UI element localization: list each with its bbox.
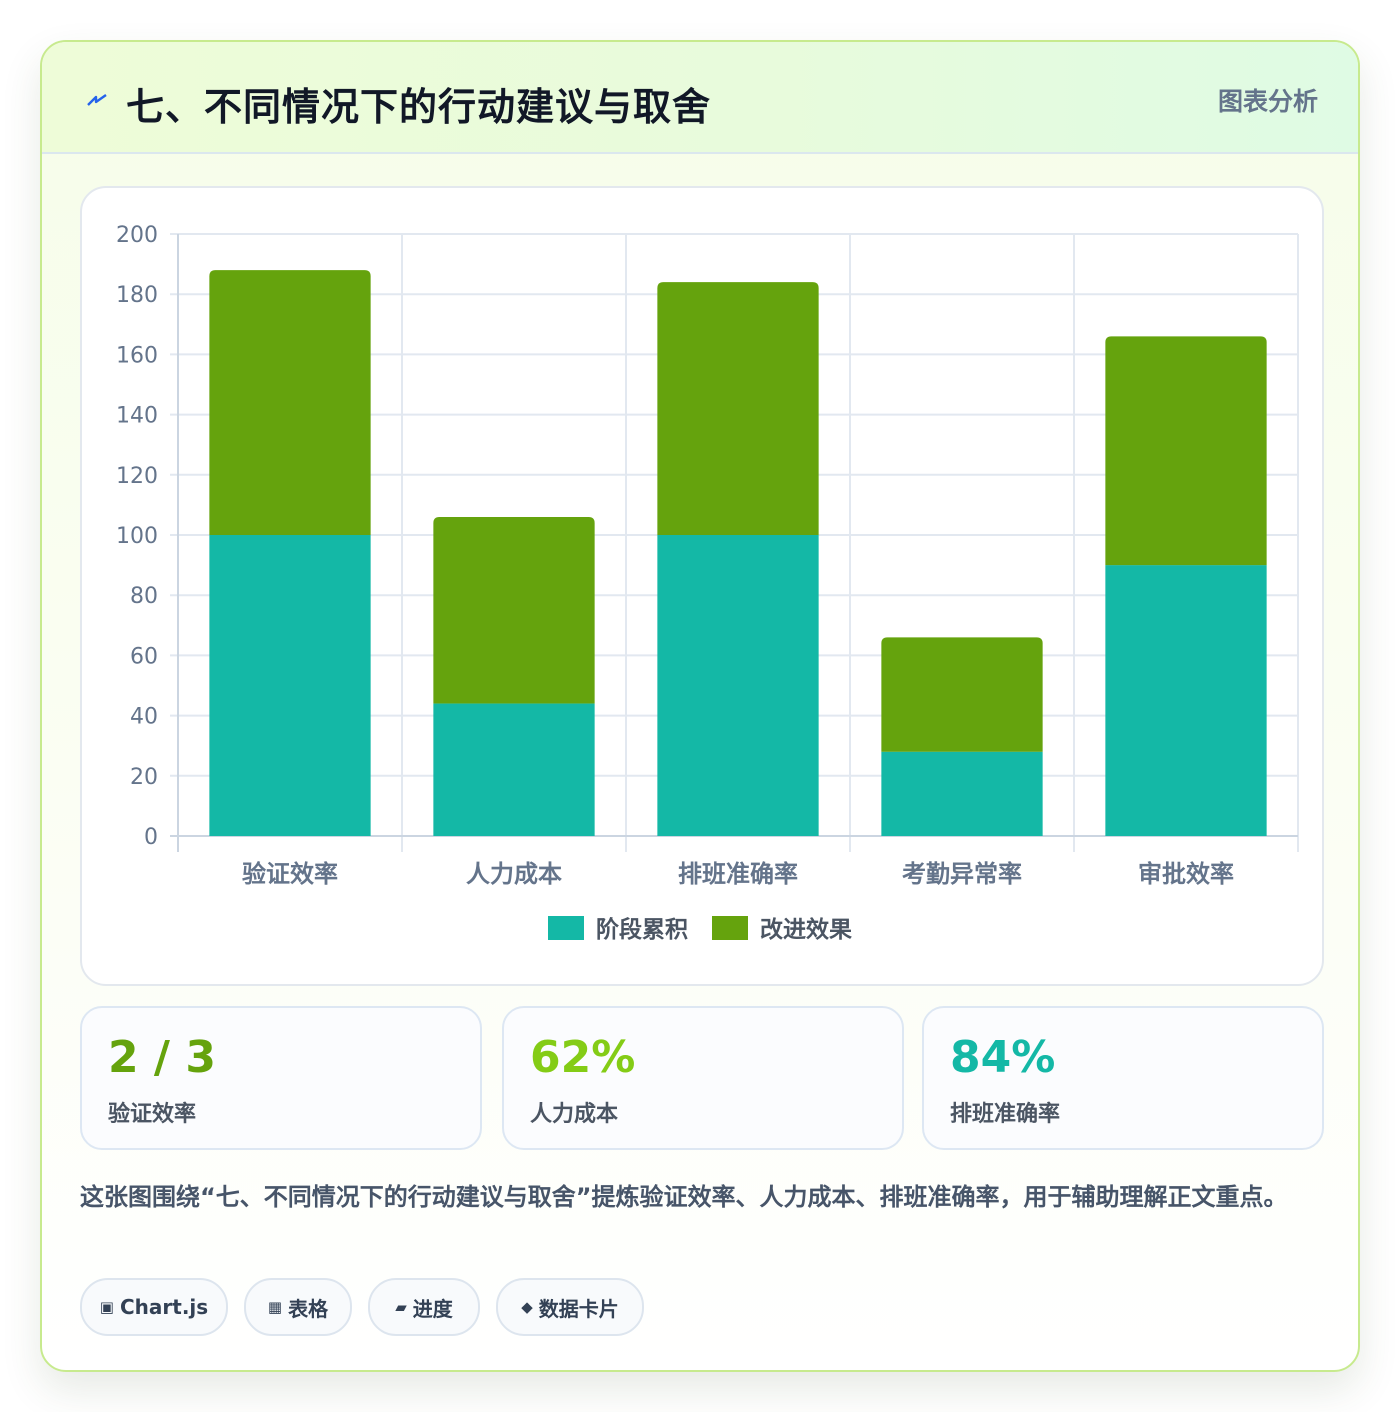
y-tick-label: 120 (116, 464, 158, 489)
y-tick-label: 100 (116, 524, 158, 549)
tag-table[interactable]: ▦ 表格 (244, 1278, 352, 1336)
legend-swatch (548, 916, 584, 940)
y-tick-label: 40 (130, 705, 158, 730)
x-tick-label: 审批效率 (1138, 860, 1234, 888)
stat-label: 排班准确率 (950, 1102, 1061, 1127)
stat-label: 验证效率 (108, 1102, 197, 1127)
table-icon: ▦ (267, 1298, 283, 1316)
bar-segment (657, 282, 819, 535)
y-tick-label: 160 (116, 343, 158, 368)
legend-label: 阶段累积 (596, 916, 688, 943)
stat-card: 62% 人力成本 (502, 1006, 904, 1150)
bar-segment (657, 535, 819, 836)
tag-label: Chart.js (119, 1295, 209, 1319)
lightning-icon (87, 94, 107, 106)
card-header: 七、不同情况下的行动建议与取舍 图表分析 (42, 42, 1358, 154)
tag-chartjs[interactable]: ▣ Chart.js (80, 1278, 228, 1336)
stat-card: 2 / 3 验证效率 (80, 1006, 482, 1150)
bar-segment (1105, 565, 1267, 836)
y-tick-label: 180 (116, 283, 158, 308)
tag-label: 数据卡片 (538, 1296, 619, 1321)
stat-card: 84% 排班准确率 (922, 1006, 1324, 1150)
y-tick-label: 140 (116, 404, 158, 429)
y-tick-label: 80 (130, 584, 158, 609)
x-tick-label: 考勤异常率 (902, 860, 1022, 888)
legend-label: 改进效果 (760, 916, 852, 943)
stat-value: 2 / 3 (108, 1032, 216, 1083)
stat-label: 人力成本 (530, 1102, 619, 1127)
stat-value: 62% (530, 1032, 636, 1083)
stat-value: 84% (950, 1032, 1056, 1083)
stacked-bar-chart: 0 20 40 60 80 100 120 140 160 180 200 验证效率 人力成本 排班准确率… (116, 223, 1299, 943)
stat-cards: 2 / 3 验证效率 62% 人力成本 84% 排班准确率 (80, 1006, 1324, 1150)
y-tick-label: 200 (116, 223, 158, 248)
tag-data-cards[interactable]: ◆ 数据卡片 (496, 1278, 644, 1336)
chart-icon: ▣ (99, 1298, 114, 1316)
bar-segment (433, 703, 595, 836)
x-tick-label: 人力成本 (466, 860, 562, 888)
bar-segment (433, 516, 595, 704)
tag-progress[interactable]: ▰ 进度 (368, 1278, 480, 1336)
page-title: 七、不同情况下的行动建议与取舍 (126, 85, 712, 129)
bar-segment (881, 637, 1043, 752)
legend-swatch (712, 916, 748, 940)
diamond-icon: ◆ (521, 1298, 533, 1316)
x-tick-label: 验证效率 (242, 860, 338, 888)
chart-panel: 0 20 40 60 80 100 120 140 160 180 200 验证效率 人力成本 排班准确率… (80, 186, 1324, 986)
bar-segment (881, 751, 1043, 836)
chart-card: 七、不同情况下的行动建议与取舍 图表分析 0 20 40 60 80 100 120 140 1… (40, 40, 1360, 1372)
tag-label: 进度 (412, 1296, 453, 1321)
y-tick-label: 60 (130, 644, 158, 669)
chart-description: 这张图围绕“七、不同情况下的行动建议与取舍”提炼验证效率、人力成本、排班准确率，… (80, 1183, 1288, 1211)
bar-segment (209, 535, 371, 836)
y-tick-label: 0 (144, 825, 158, 850)
bar-segment (1105, 336, 1267, 566)
bar-segment (209, 270, 371, 535)
progress-icon: ▰ (395, 1298, 407, 1316)
chart-analysis-badge: 图表分析 (1217, 87, 1318, 116)
y-tick-label: 20 (130, 765, 158, 790)
tag-label: 表格 (288, 1296, 329, 1321)
x-tick-label: 排班准确率 (678, 860, 798, 888)
